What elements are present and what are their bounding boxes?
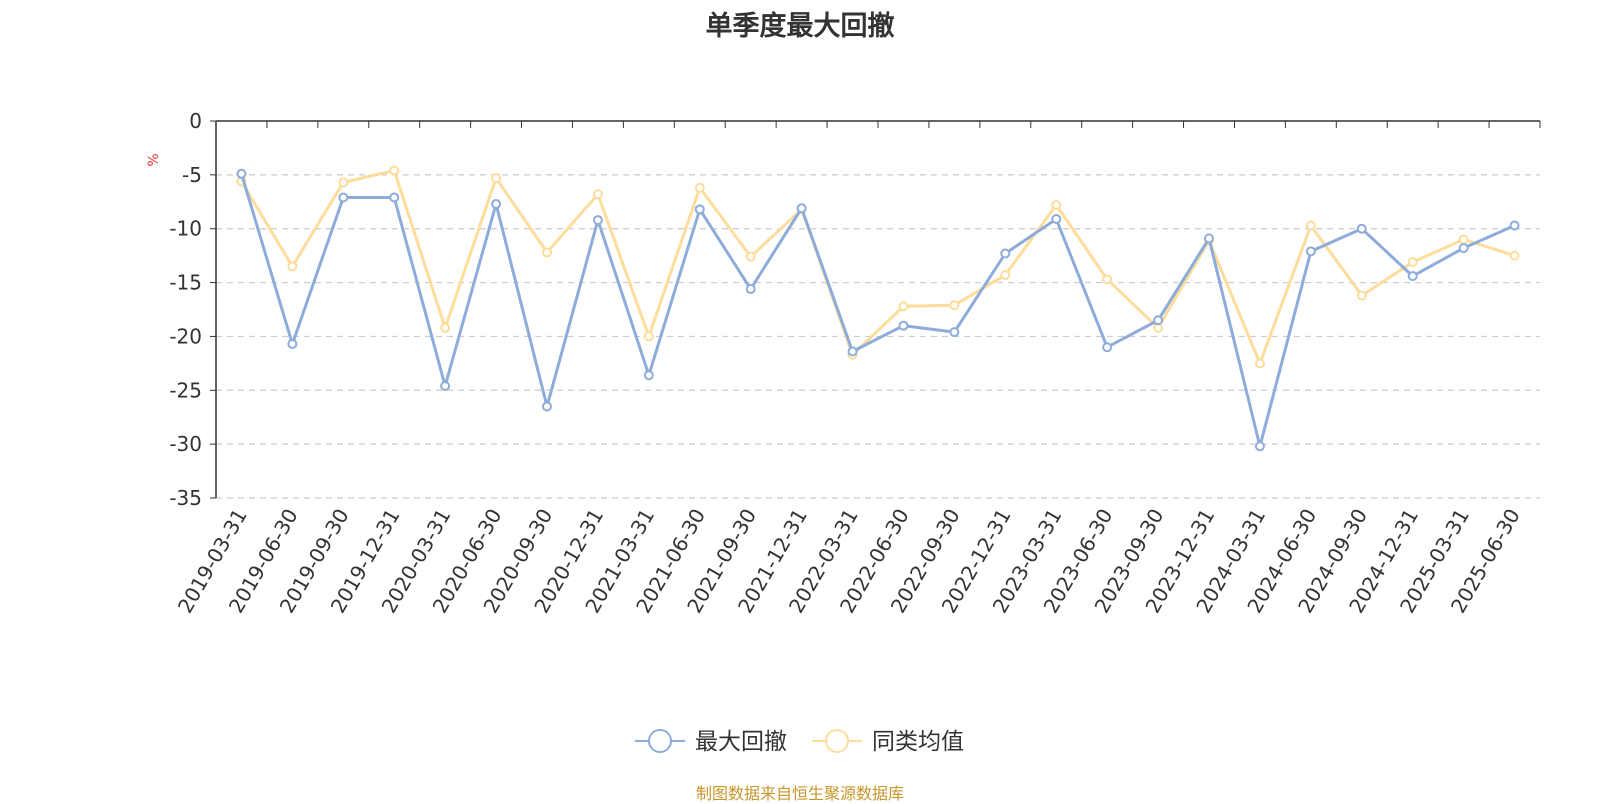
data-point-s2 [1305,220,1316,231]
data-point-s1 [491,198,502,209]
y-tick-label: 0 [189,109,202,133]
data-point-s1 [236,168,247,179]
y-tick-label: -35 [169,486,202,510]
legend-marker-1 [648,729,672,753]
y-tick-label: -5 [182,163,202,187]
data-point-s2 [1051,200,1062,211]
data-point-s2 [1458,234,1469,245]
data-point-s1 [847,346,858,357]
data-point-s1 [1102,342,1113,353]
data-point-s1 [542,401,552,412]
data-point-s1 [643,370,654,381]
data-point-s2 [745,251,756,262]
data-point-s1 [745,284,756,295]
data-point-s2 [338,177,349,188]
data-point-s1 [1356,223,1367,234]
data-point-s1 [1305,246,1316,257]
data-point-s2 [1254,358,1265,369]
y-tick-label: -10 [169,217,202,241]
legend-marker-2 [825,729,849,753]
legend[interactable]: 最大回撤 同类均值 [635,729,964,755]
data-point-s2 [287,261,298,272]
grid-lines [216,174,1540,499]
data-point-s1 [1153,315,1164,326]
data-point-s2 [949,300,960,311]
y-tick-label: -20 [169,324,202,348]
data-point-s1 [949,327,960,338]
data-point-s1 [1204,233,1214,244]
data-point-s2 [440,322,451,333]
data-point-s1 [898,320,909,331]
data-point-s2 [1509,250,1520,261]
data-point-s1 [796,203,807,214]
legend-label-1: 最大回撤 [695,729,787,755]
data-point-s2 [389,165,400,176]
data-point-s2 [643,331,654,342]
data-point-s1 [1458,243,1469,254]
y-axis-unit-label: % [146,153,162,166]
data-point-s1 [1509,220,1520,231]
y-tick-label: -30 [169,432,202,456]
data-point-s2 [1407,257,1418,268]
data-point-s2 [592,189,603,200]
data-point-s2 [1102,274,1113,285]
data-point-s1 [1051,214,1062,225]
data-point-s1 [440,380,451,391]
y-tick-label: -15 [169,271,202,295]
data-point-s1 [389,192,400,203]
data-point-s1 [287,338,298,349]
chart-title: 单季度最大回撤 [705,11,895,42]
series-lines [236,165,1520,452]
data-point-s1 [694,204,705,215]
data-point-s1 [592,215,603,226]
data-point-s2 [694,182,705,193]
series-line-2 [240,169,1515,365]
axes: 0-5-10-15-20-25-30-352019-03-312019-06-3… [169,109,1541,617]
data-point-s1 [1254,441,1265,452]
data-source-note: 制图数据来自恒生聚源数据库 [695,784,904,803]
legend-label-2: 同类均值 [872,729,964,755]
data-point-s2 [898,301,909,312]
series-line-1 [240,173,1516,448]
data-point-s2 [1000,270,1011,281]
data-point-s2 [1356,290,1367,301]
y-tick-label: -25 [169,378,202,402]
data-point-s2 [542,247,552,258]
data-point-s2 [491,173,502,184]
data-point-s1 [1000,248,1011,259]
data-point-s1 [1407,271,1418,282]
data-point-s1 [338,192,349,203]
